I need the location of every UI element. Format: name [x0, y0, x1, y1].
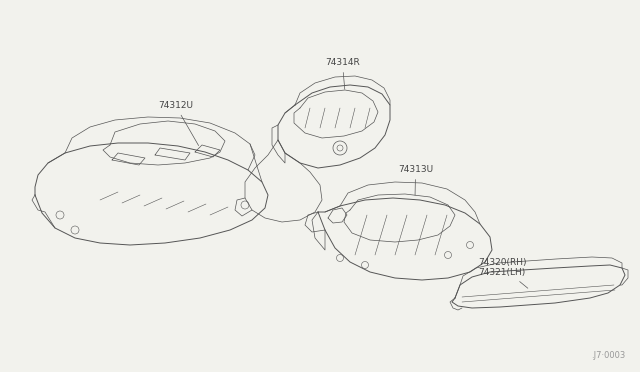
Text: 74314R: 74314R	[325, 58, 360, 89]
Text: 74313U: 74313U	[398, 165, 433, 195]
Text: 74312U: 74312U	[158, 101, 198, 145]
Text: 74320(RH)
74321(LH): 74320(RH) 74321(LH)	[478, 257, 528, 288]
Text: .J7·0003: .J7·0003	[591, 351, 625, 360]
